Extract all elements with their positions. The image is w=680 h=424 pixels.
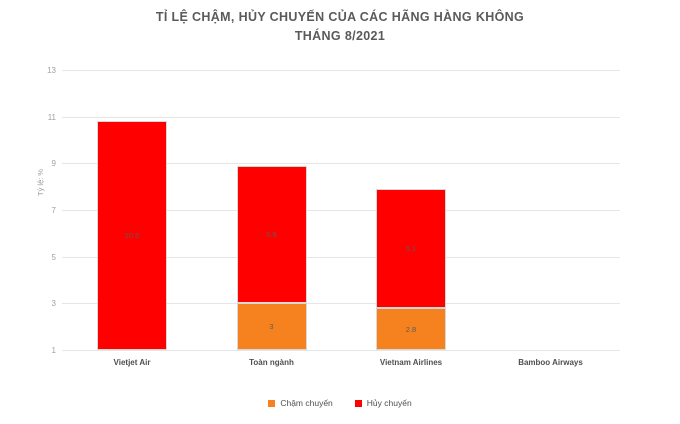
x-tick-vietnam-airlines: Vietnam Airlines [379,358,443,367]
y-tick-7: 7 [51,206,56,215]
chart-title-block: TỈ LỆ CHẬM, HỦY CHUYẾN CỦA CÁC HÃNG HÀNG… [0,8,680,46]
y-tick-1: 1 [51,346,56,355]
bar-segment-delay-vietnam-airlines[interactable]: 2.8 [376,308,446,350]
gridline-7 [62,210,620,211]
bar-segment-cancel-vietjet-air[interactable]: 10.5 [97,121,167,350]
gridline-11 [62,116,620,118]
legend-label-huy-chuyen: Hủy chuyến [366,398,412,408]
plot-area: 10.5 3 5.9 2.8 5.1 [62,70,620,351]
bar-label-cancel-vietnam-airlines: 5.1 [405,244,417,253]
chart-title: TỈ LỆ CHẬM, HỦY CHUYẾN CỦA CÁC HÃNG HÀNG… [155,10,525,24]
y-tick-9: 9 [51,159,56,169]
y-tick-3: 3 [51,299,56,309]
x-axis-baseline [62,350,620,351]
gridline-9 [62,163,620,165]
x-tick-vietjet-air: Vietjet Air [113,358,151,367]
legend-swatch-icon-delay [268,399,276,407]
chart-legend: Chậm chuyến Hủy chuyến [0,398,680,408]
gridline-5 [62,256,620,258]
bar-label-cancel-vietjet-air: 10.5 [124,231,140,241]
bar-segment-cancel-toan-nganh[interactable]: 5.9 [236,165,307,304]
bar-label-delay-vietnam-airlines: 2.8 [405,324,417,334]
legend-label-cham-chuyen: Chậm chuyến [280,398,333,408]
bar-segment-delay-toan-nganh[interactable]: 3 [236,303,307,350]
legend-item-huy-chuyen[interactable]: Hủy chuyến [354,398,412,408]
legend-swatch-icon-cancel [354,399,362,407]
y-tick-11: 11 [47,112,56,122]
y-axis-label: Tỷ lệ: % [36,168,45,196]
legend-item-cham-chuyen[interactable]: Chậm chuyến [268,398,333,408]
y-tick-5: 5 [51,252,56,262]
y-tick-13: 13 [47,66,56,75]
bar-segment-cancel-vietnam-airlines[interactable]: 5.1 [376,189,446,308]
x-tick-bamboo-airways: Bamboo Airways [518,358,583,367]
x-tick-toan-nganh: Toàn ngành [249,358,294,367]
bar-label-delay-toan-nganh: 3 [269,322,274,332]
bar-label-cancel-toan-nganh: 5.9 [266,229,277,239]
gridline-3 [62,303,620,305]
chart-subtitle: THÁNG 8/2021 [294,29,386,43]
gridline-13 [62,70,620,71]
